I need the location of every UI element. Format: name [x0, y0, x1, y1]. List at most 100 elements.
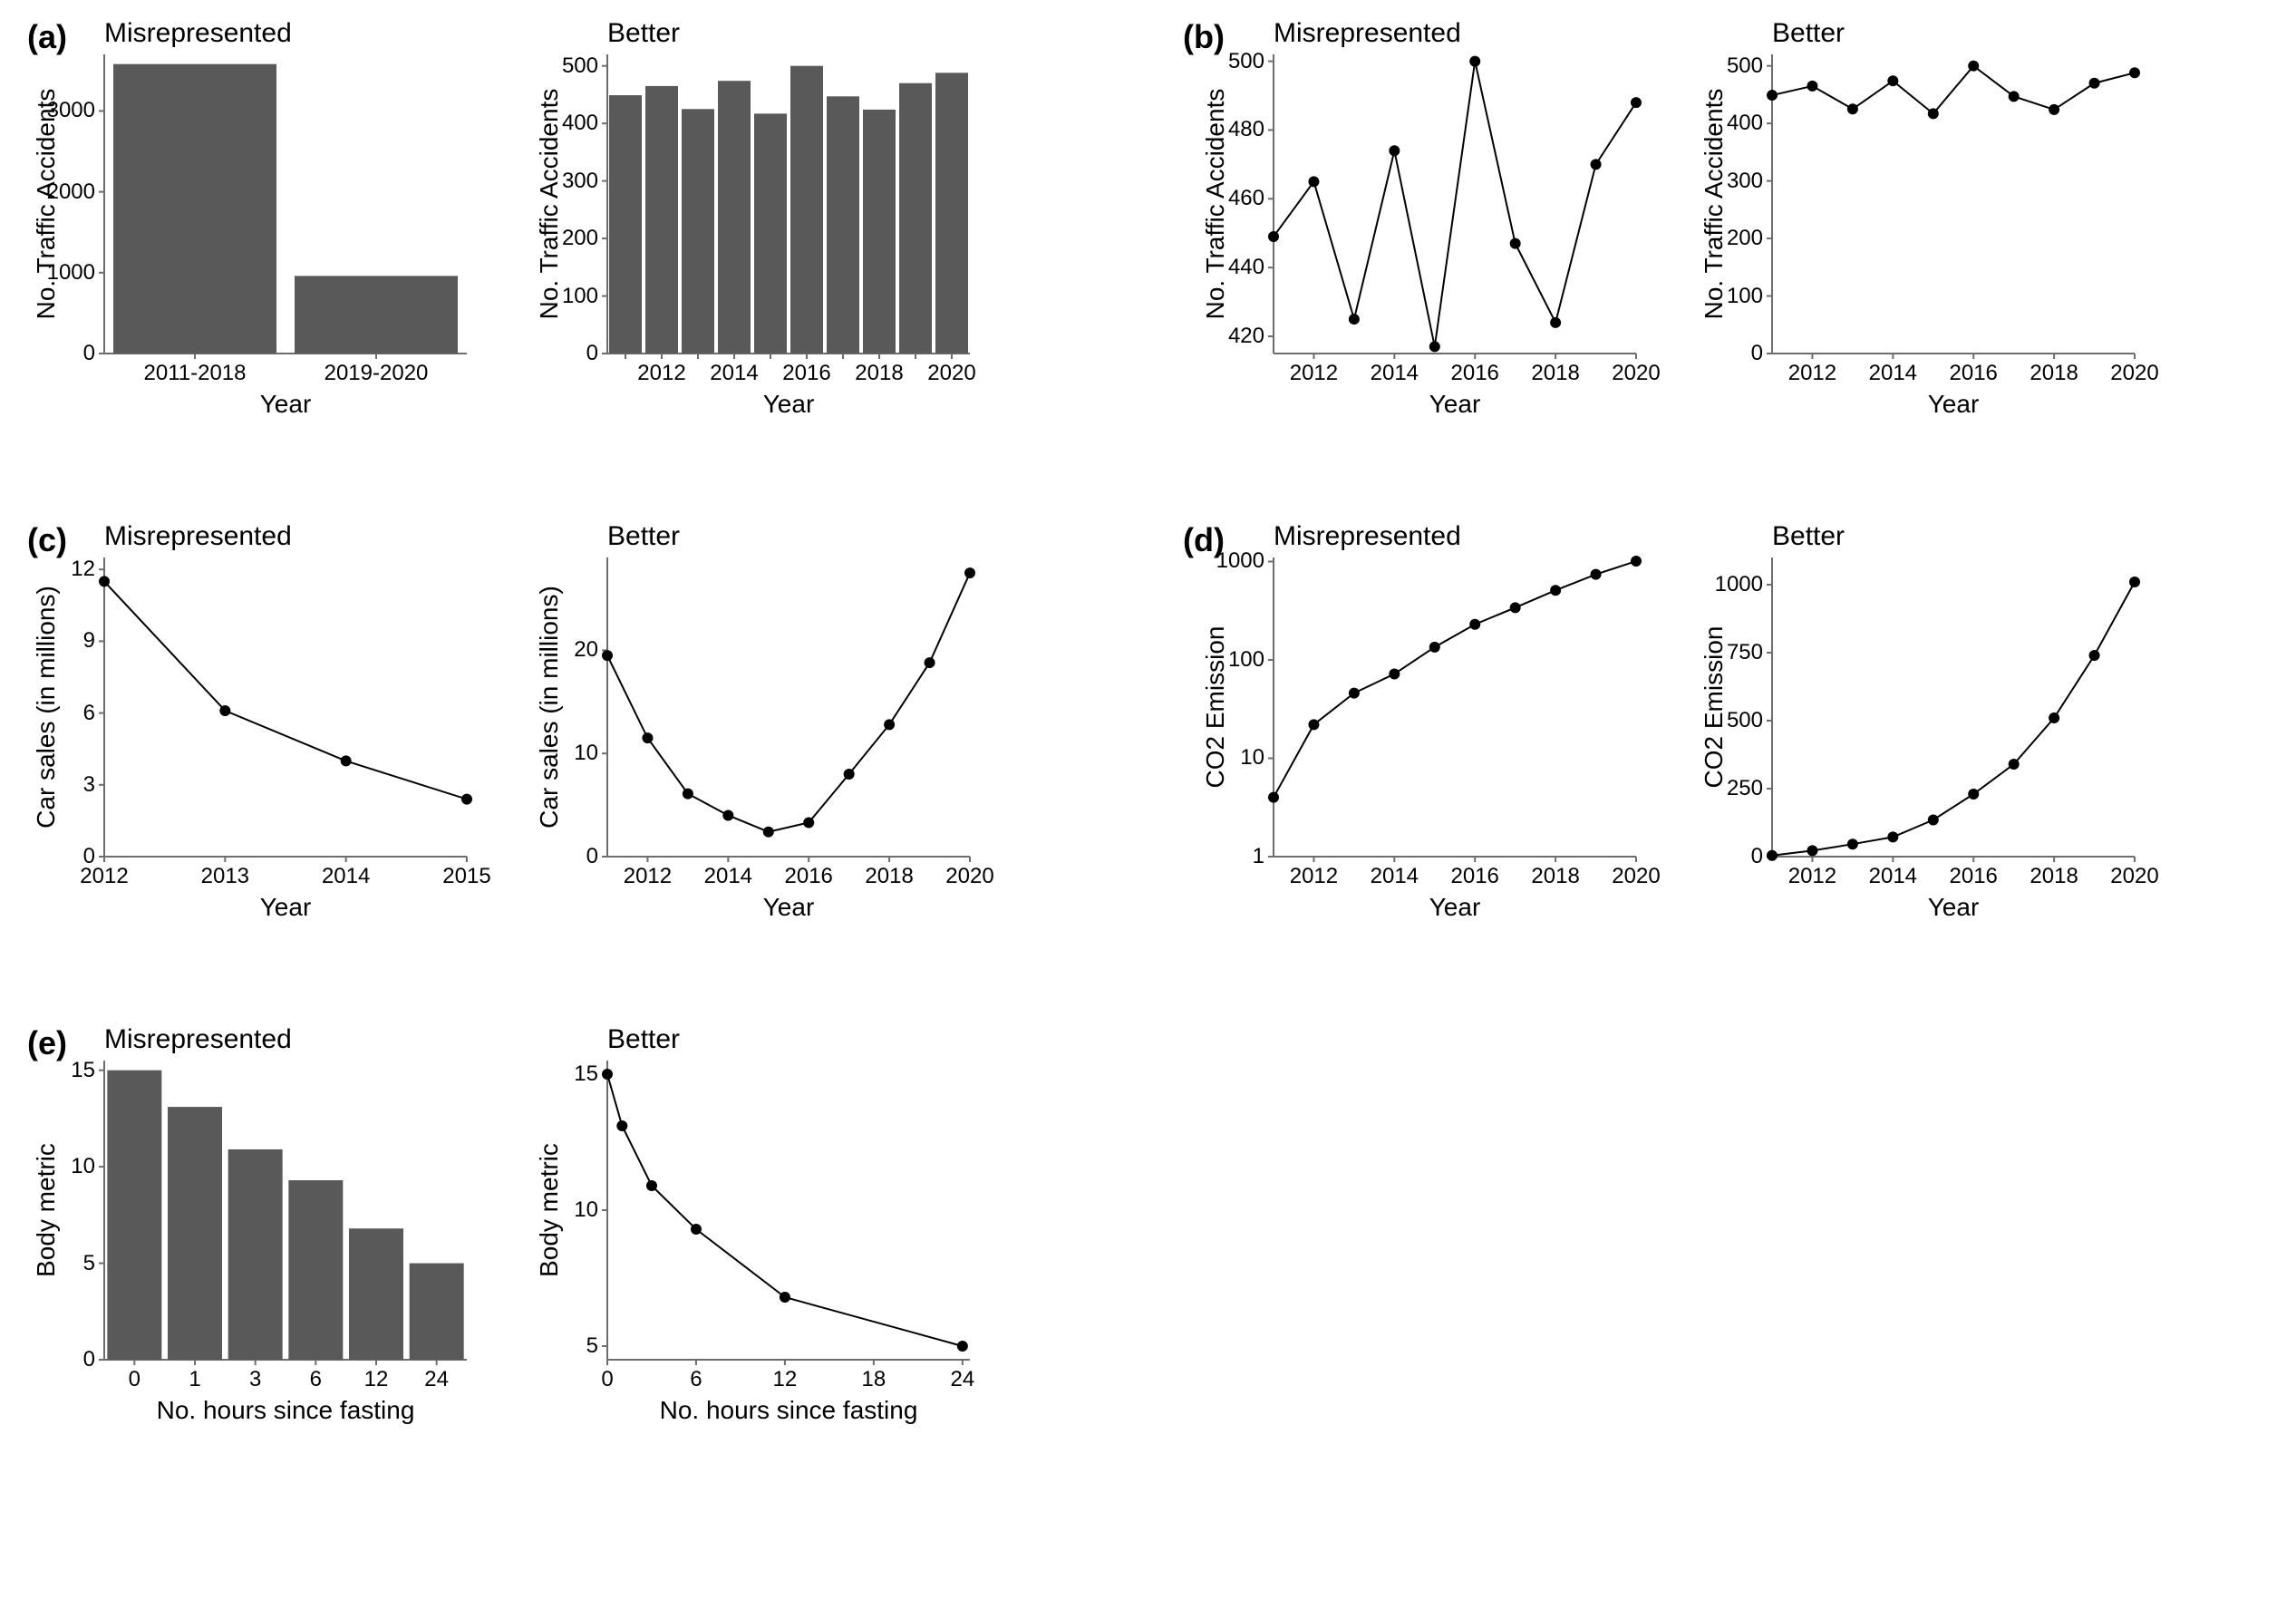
y-axis-label: Car sales (in millions)	[535, 557, 564, 857]
ytick-label: 0	[586, 341, 598, 366]
xtick-label: 2016	[1937, 361, 2010, 386]
plot-area	[598, 1052, 979, 1369]
plot-title: Better	[1772, 521, 1845, 552]
plot-area	[95, 45, 476, 363]
x-axis-label: Year	[104, 390, 467, 419]
ytick-label: 10	[1240, 745, 1264, 771]
y-axis-label: Body metric	[535, 1061, 564, 1360]
ytick-label: 420	[1228, 324, 1264, 349]
ytick-label: 440	[1228, 255, 1264, 280]
ytick-label: 200	[1727, 226, 1763, 251]
ytick-label: 12	[71, 557, 95, 582]
x-axis-label: Year	[607, 893, 970, 922]
xtick-label: 2014	[1856, 361, 1929, 386]
xtick-label: 2016	[1439, 864, 1511, 889]
ytick-label: 100	[562, 284, 598, 309]
plot-title: Misrepresented	[104, 1024, 292, 1055]
panel-label-e: (e)	[27, 1024, 67, 1062]
ytick-label: 500	[1727, 708, 1763, 733]
plot-area	[95, 548, 476, 866]
ytick-label: 15	[574, 1061, 598, 1087]
ytick-label: 6	[83, 701, 95, 726]
plot-area	[598, 548, 979, 866]
xtick-label: 2020	[2098, 361, 2171, 386]
ytick-label: 20	[574, 637, 598, 663]
ytick-label: 15	[71, 1058, 95, 1083]
panel-label-a: (a)	[27, 18, 67, 56]
ytick-label: 1	[1253, 844, 1264, 869]
ytick-label: 5	[83, 1251, 95, 1276]
xtick-label: 2012	[68, 864, 140, 889]
ytick-label: 10	[574, 1197, 598, 1223]
ytick-label: 300	[562, 169, 598, 194]
ytick-label: 400	[1727, 111, 1763, 136]
xtick-label: 2020	[897, 361, 1006, 386]
xtick-label: 2016	[772, 864, 845, 889]
ytick-label: 0	[1751, 341, 1763, 366]
xtick-label: 2012	[1277, 361, 1350, 386]
ytick-label: 100	[1228, 647, 1264, 673]
xtick-label: 24	[383, 1367, 491, 1392]
xtick-label: 2020	[1600, 361, 1672, 386]
plot-area	[1763, 548, 2144, 866]
plot-area	[1264, 45, 1645, 363]
xtick-label: 2014	[1358, 361, 1430, 386]
ytick-label: 750	[1727, 640, 1763, 665]
xtick-label: 18	[838, 1367, 910, 1392]
xtick-label: 2020	[2098, 864, 2171, 889]
y-axis-label: No. Traffic Accidents	[1700, 54, 1729, 354]
xtick-label: 2018	[1519, 864, 1592, 889]
ytick-label: 100	[1727, 284, 1763, 309]
plot-title: Better	[1772, 18, 1845, 49]
xtick-label: 2012	[1776, 864, 1848, 889]
xtick-label: 2020	[1600, 864, 1672, 889]
figure-root: (a) Misrepresented 0 100 0 200 0 300 0 No. Traffi…	[0, 0, 2296, 1609]
y-axis-label: No. Traffic Accidents	[1201, 54, 1230, 354]
plot-area	[1264, 548, 1645, 866]
ytick-label: 200	[562, 226, 598, 251]
xtick-label: 2020	[934, 864, 1006, 889]
y-axis-label: CO2 Emission	[1700, 557, 1729, 857]
xtick-label: 2014	[692, 864, 764, 889]
x-axis-label: Year	[1772, 893, 2135, 922]
plot-title: Misrepresented	[1274, 18, 1461, 49]
y-axis-label: Body metric	[32, 1061, 61, 1360]
x-axis-label: Year	[1274, 893, 1636, 922]
plot-title: Better	[607, 521, 680, 552]
x-axis-label: No. hours since fasting	[607, 1396, 970, 1425]
ytick-label: 10	[574, 741, 598, 766]
ytick-label: 5	[586, 1333, 598, 1359]
xtick-label: 0	[571, 1367, 644, 1392]
x-axis-label: Year	[104, 893, 467, 922]
y-axis-label: CO2 Emission	[1201, 557, 1230, 857]
xtick-label: 2016	[1937, 864, 2010, 889]
xtick-label: 2012	[1277, 864, 1350, 889]
xtick-label: 2012	[611, 864, 683, 889]
xtick-label: 2019-2020	[322, 361, 431, 386]
ytick-label: 0	[586, 844, 598, 869]
x-axis-label: Year	[607, 390, 970, 419]
y-axis-label: No. Traffic Accidents	[535, 54, 564, 354]
plot-area	[598, 45, 979, 363]
xtick-label: 2014	[310, 864, 383, 889]
y-axis-label: Car sales (in millions)	[32, 557, 61, 857]
plot-title: Misrepresented	[1274, 521, 1461, 552]
ytick-label: 9	[83, 628, 95, 654]
ytick-label: 3	[83, 772, 95, 798]
y-axis-label: No. Traffic Accidents	[32, 54, 61, 354]
plot-area	[95, 1052, 476, 1369]
plot-title: Misrepresented	[104, 521, 292, 552]
xtick-label: 2011-2018	[140, 361, 249, 386]
panel-label-c: (c)	[27, 521, 67, 559]
xtick-label: 24	[926, 1367, 999, 1392]
x-axis-label: No. hours since fasting	[104, 1396, 467, 1425]
panel-label-b: (b)	[1183, 18, 1225, 56]
xtick-label: 2018	[2018, 864, 2090, 889]
ytick-label: 500	[562, 53, 598, 79]
ytick-label: 480	[1228, 117, 1264, 142]
xtick-label: 2015	[431, 864, 503, 889]
ytick-label: 460	[1228, 186, 1264, 211]
xtick-label: 2016	[1439, 361, 1511, 386]
x-axis-label: Year	[1772, 390, 2135, 419]
plot-area	[1763, 45, 2144, 363]
